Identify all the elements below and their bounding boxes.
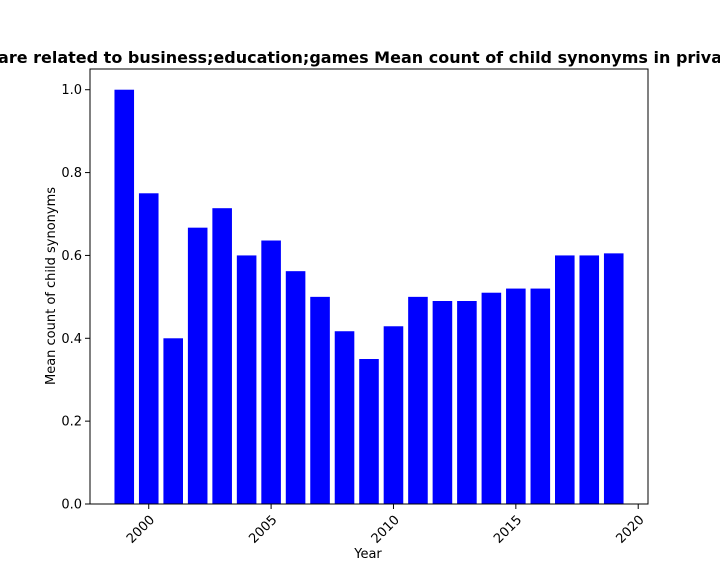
bar-2010 [383,326,404,504]
bar-2003 [212,208,232,504]
bars-group [114,89,624,505]
x-tick-label: 2000 [124,513,158,547]
y-tick-label: 0.8 [61,166,82,181]
x-axis-label: Year [353,547,382,562]
y-axis: 0.0 0.2 0.4 0.6 0.8 1.0 [61,83,90,513]
y-tick-label: 0.0 [61,498,82,513]
bar-2013 [457,301,477,504]
x-tick-label: 2010 [369,513,403,547]
bar-2006 [285,271,306,504]
bar-2018 [579,255,600,504]
bar-2005 [261,240,281,504]
y-tick-label: 0.4 [61,332,82,347]
y-axis-label: Mean count of child synonyms [44,187,59,385]
plot-frame [89,68,649,505]
x-axis: 2000 2005 2010 2015 2020 [124,504,648,547]
bar-2008 [334,331,355,504]
x-tick-label: 2015 [491,513,525,547]
x-tick-label: 2020 [614,513,648,547]
bar-2017 [555,255,575,504]
bar-2000 [138,193,159,505]
bar-2004 [236,255,257,504]
y-tick-label: 0.2 [61,415,82,430]
bar-2009 [359,359,379,504]
bar-1999 [114,89,135,505]
chart-title: are related to business;education;games … [0,48,720,67]
bar-2012 [432,301,453,504]
x-tick-label: 2005 [246,513,280,547]
bar-2015 [506,288,526,504]
bar-2014 [481,292,502,504]
bar-2016 [530,288,551,504]
y-tick-label: 1.0 [61,83,82,98]
bar-2011 [408,296,428,504]
bar-2001 [163,338,183,504]
y-tick-label: 0.6 [61,249,82,264]
bar-2002 [187,227,208,505]
bar-2019 [603,253,624,504]
bar-2007 [310,296,330,504]
